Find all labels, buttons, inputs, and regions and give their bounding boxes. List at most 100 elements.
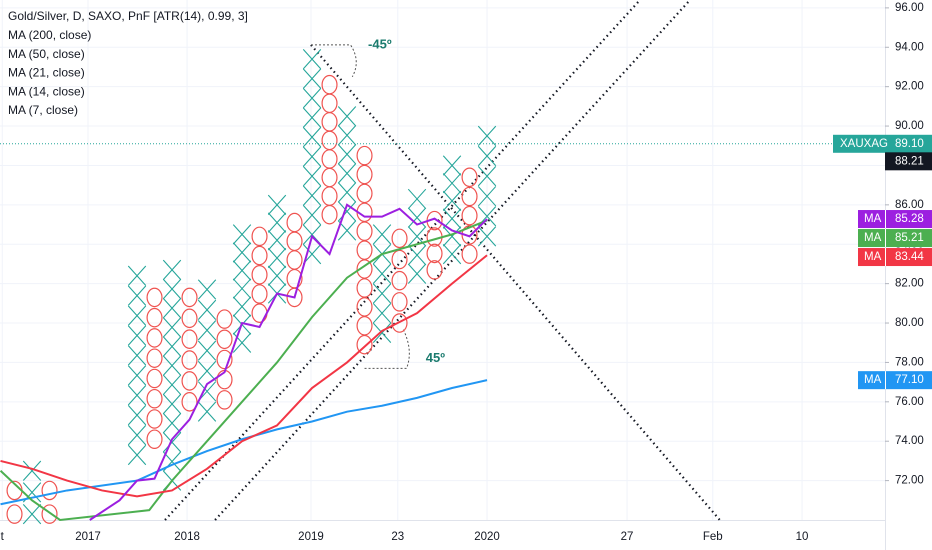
x-box [127,424,147,446]
x-box [477,226,497,247]
o-box [181,350,198,370]
o-box [181,308,198,329]
x-tick-label: t [1,531,5,543]
o-column [391,228,408,333]
angle-arc [310,44,357,78]
x-box [477,186,497,207]
y-tick-label: 74.00 [895,435,924,447]
y-tick-label: 82.00 [895,278,924,290]
x-box [162,259,182,280]
ma-badge [858,248,932,267]
legend: Gold/Silver, D, SAXO, PnF [ATR(14), 0.99… [8,9,248,117]
y-tick-label: 92.00 [895,81,924,93]
o-box [146,307,163,328]
x-box [267,212,287,233]
o-box [181,329,198,349]
x-box [337,125,357,146]
marker-label: 88.21 [895,155,924,167]
x-box [302,87,322,109]
x-box [302,68,322,89]
o-column [146,287,163,450]
x-column [22,460,42,525]
x-box [197,360,217,382]
x-box [372,303,392,324]
x-box [162,374,182,395]
ma-line [0,219,488,522]
x-box [302,146,322,167]
ma-badge-value: 83.44 [895,251,924,263]
ma-badge-name: MA [864,251,882,263]
x-box [162,393,182,415]
x-box [232,278,252,299]
ma-line [89,203,488,521]
ma-badge-name: MA [864,213,882,225]
x-box [372,224,392,245]
angle-arc [364,328,410,369]
x-box [232,260,252,281]
o-box [286,287,303,308]
legend-entry: MA (21, close) [8,66,85,80]
price-label: 89.10 [895,138,924,150]
annotation: -45º [368,37,392,52]
o-box [181,287,198,308]
o-box [391,292,408,312]
y-tick-label: 96.00 [895,2,924,14]
y-tick-label: 76.00 [895,396,924,408]
ma-badge-value: 77.10 [895,374,924,386]
plot: -45º 45º [0,0,885,525]
price-badge [833,134,932,153]
o-box [356,334,373,355]
o-box [251,226,268,247]
x-box [162,432,182,453]
x-tick-label: Feb [703,531,723,543]
o-box [216,390,233,410]
x-box [407,207,427,228]
x-box [372,283,392,304]
o-column [181,287,198,412]
o-box [461,167,478,188]
chart-title: Gold/Silver, D, SAXO, PnF [ATR(14), 0.99… [8,9,248,23]
x-box [197,279,217,300]
x-column [232,224,252,353]
x-tick-label: 2018 [174,531,200,543]
x-box [442,226,462,247]
x-box [337,201,357,222]
x-box [477,125,497,147]
annotation: 45º [426,350,445,365]
x-tick-label: 27 [621,531,634,543]
x-column [197,279,217,422]
x-box [302,107,322,128]
ma-badge [858,371,932,390]
o-box [146,287,163,308]
x-tick-label: 2017 [75,531,101,543]
x-box [127,405,147,426]
y-tick-label: 80.00 [895,317,924,329]
legend-entry: MA (7, close) [8,103,78,117]
x-box [442,155,462,176]
o-box [216,329,233,350]
x-box [197,320,217,341]
x-box [127,265,147,286]
x-box [337,106,357,127]
o-box [181,392,198,412]
x-tick-label: 2020 [474,531,500,543]
ma-line [0,254,488,498]
x-column [442,155,462,265]
axes: 72.0074.0076.0078.0080.0082.0084.0086.00… [1,2,924,543]
y-tick-label: 90.00 [895,120,924,132]
x-box [162,298,182,319]
legend-entry: MA (200, close) [8,28,91,42]
o-box [391,249,408,270]
o-box [461,244,478,264]
x-box [232,296,252,317]
y-tick-label: 86.00 [895,199,924,211]
x-column [127,265,147,466]
x-box [197,299,217,321]
x-tick-label: 2019 [298,531,324,543]
legend-entry: MA (50, close) [8,47,85,61]
ma-badge [858,210,932,229]
x-box [127,345,147,366]
badges: XAUXAG 89.10 88.21 MA 85.28 MA 85.21 MA 83.44 MA 7… [833,134,932,390]
